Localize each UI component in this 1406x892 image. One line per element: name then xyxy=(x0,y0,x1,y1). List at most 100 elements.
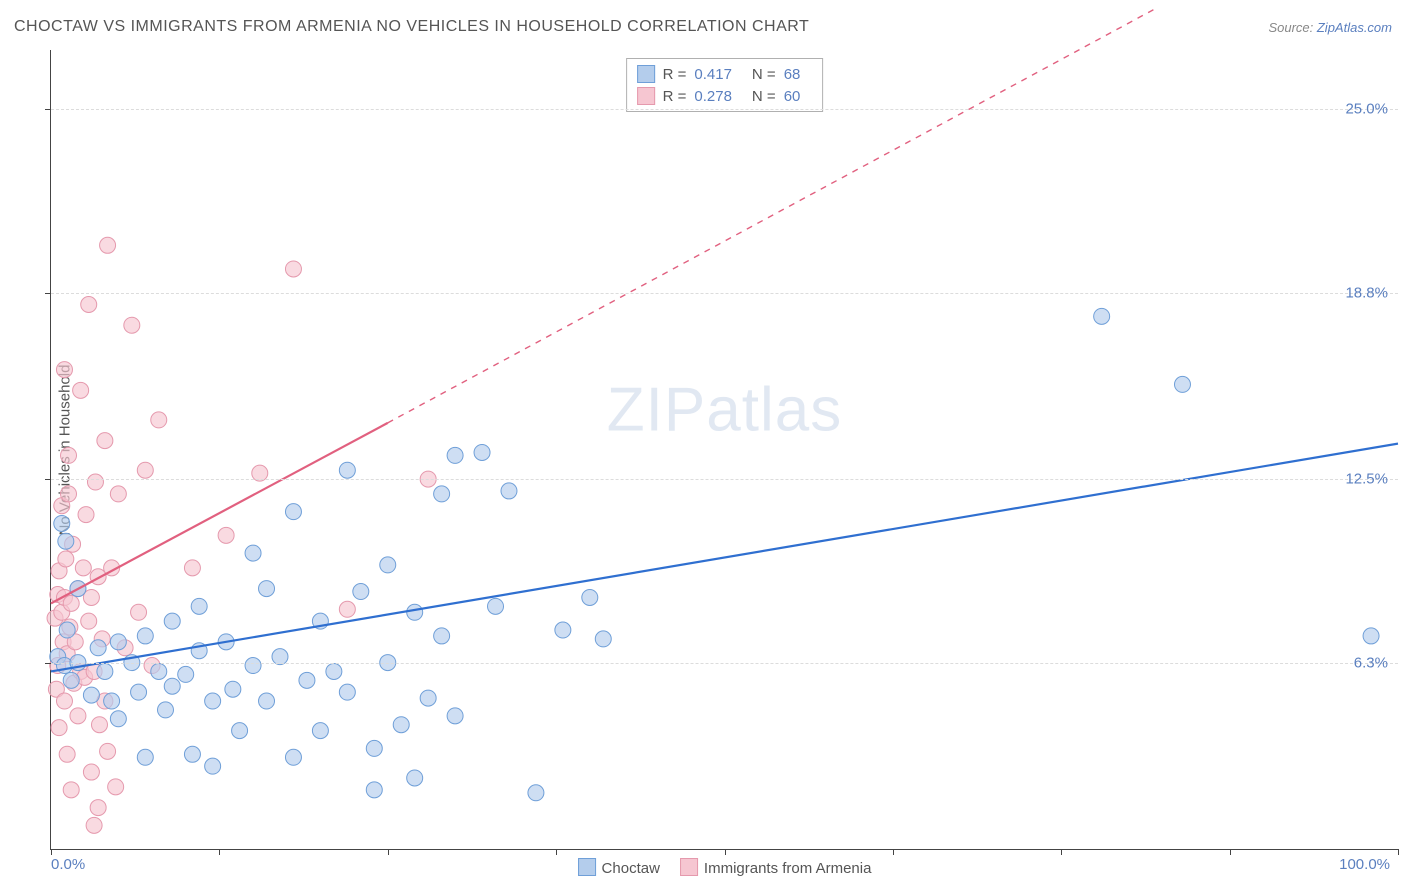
legend-item: Immigrants from Armenia xyxy=(680,855,872,877)
stats-r-label: R = xyxy=(663,88,687,105)
data-point xyxy=(51,720,67,736)
chart-header: CHOCTAW VS IMMIGRANTS FROM ARMENIA NO VE… xyxy=(14,18,1392,36)
stats-swatch xyxy=(637,65,655,83)
data-point xyxy=(63,782,79,798)
data-point xyxy=(110,634,126,650)
data-point xyxy=(151,663,167,679)
data-point xyxy=(83,764,99,780)
data-point xyxy=(91,717,107,733)
gridline xyxy=(51,479,1398,480)
y-tick-label: 6.3% xyxy=(1354,654,1388,671)
source-attribution: Source: ZipAtlas.com xyxy=(1268,20,1392,35)
chart-title: CHOCTAW VS IMMIGRANTS FROM ARMENIA NO VE… xyxy=(14,18,809,36)
data-point xyxy=(56,362,72,378)
data-point xyxy=(205,693,221,709)
data-point xyxy=(366,740,382,756)
data-point xyxy=(54,515,70,531)
data-point xyxy=(245,658,261,674)
data-point xyxy=(595,631,611,647)
data-point xyxy=(1174,376,1190,392)
scatter-svg xyxy=(51,50,1398,849)
stats-n-label: N = xyxy=(752,88,776,105)
trend-line xyxy=(51,423,388,604)
x-axis-min-label: 0.0% xyxy=(51,856,85,873)
data-point xyxy=(366,782,382,798)
data-point xyxy=(339,684,355,700)
data-point xyxy=(70,708,86,724)
data-point xyxy=(83,687,99,703)
data-point xyxy=(131,604,147,620)
data-point xyxy=(61,447,77,463)
data-point xyxy=(83,589,99,605)
data-point xyxy=(407,770,423,786)
y-tick-mark xyxy=(45,663,51,664)
data-point xyxy=(184,560,200,576)
data-point xyxy=(58,551,74,567)
y-tick-mark xyxy=(45,479,51,480)
data-point xyxy=(108,779,124,795)
data-point xyxy=(178,666,194,682)
data-point xyxy=(447,447,463,463)
legend-swatch xyxy=(680,858,698,876)
data-point xyxy=(78,507,94,523)
data-point xyxy=(104,693,120,709)
data-point xyxy=(75,560,91,576)
data-point xyxy=(100,743,116,759)
data-point xyxy=(420,690,436,706)
stats-r-value: 0.278 xyxy=(694,88,732,105)
x-tick-mark xyxy=(1398,849,1399,855)
data-point xyxy=(1363,628,1379,644)
data-point xyxy=(90,800,106,816)
data-point xyxy=(447,708,463,724)
x-tick-mark xyxy=(725,849,726,855)
data-point xyxy=(81,296,97,312)
data-point xyxy=(86,817,102,833)
x-tick-mark xyxy=(388,849,389,855)
data-point xyxy=(151,412,167,428)
data-point xyxy=(184,746,200,762)
data-point xyxy=(205,758,221,774)
stats-legend-box: R =0.417N =68R =0.278N =60 xyxy=(626,58,824,112)
gridline xyxy=(51,109,1398,110)
data-point xyxy=(259,581,275,597)
data-point xyxy=(191,598,207,614)
y-tick-label: 25.0% xyxy=(1345,101,1388,118)
data-point xyxy=(164,678,180,694)
data-point xyxy=(380,557,396,573)
data-point xyxy=(353,584,369,600)
y-tick-label: 18.8% xyxy=(1345,284,1388,301)
data-point xyxy=(61,486,77,502)
data-point xyxy=(218,527,234,543)
data-point xyxy=(124,317,140,333)
data-point xyxy=(582,589,598,605)
y-tick-label: 12.5% xyxy=(1345,471,1388,488)
x-tick-mark xyxy=(893,849,894,855)
data-point xyxy=(63,595,79,611)
x-axis-max-label: 100.0% xyxy=(1339,856,1390,873)
data-point xyxy=(100,237,116,253)
data-point xyxy=(393,717,409,733)
x-tick-mark xyxy=(1230,849,1231,855)
data-point xyxy=(528,785,544,801)
data-point xyxy=(285,261,301,277)
x-tick-mark xyxy=(1061,849,1062,855)
data-point xyxy=(339,462,355,478)
stats-n-label: N = xyxy=(752,66,776,83)
data-point xyxy=(232,723,248,739)
data-point xyxy=(1094,308,1110,324)
source-prefix: Source: xyxy=(1268,20,1316,35)
x-tick-mark xyxy=(51,849,52,855)
stats-n-value: 68 xyxy=(784,66,801,83)
stats-r-value: 0.417 xyxy=(694,66,732,83)
data-point xyxy=(157,702,173,718)
data-point xyxy=(90,640,106,656)
data-point xyxy=(110,486,126,502)
legend-swatch xyxy=(578,858,596,876)
data-point xyxy=(81,613,97,629)
data-point xyxy=(59,622,75,638)
stats-swatch xyxy=(637,87,655,105)
data-point xyxy=(63,672,79,688)
data-point xyxy=(164,613,180,629)
data-point xyxy=(488,598,504,614)
data-point xyxy=(110,711,126,727)
